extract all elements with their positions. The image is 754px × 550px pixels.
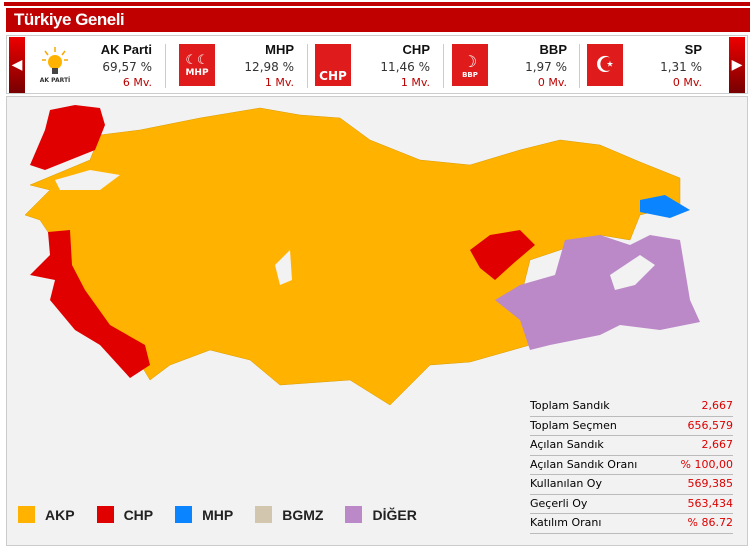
legend-swatch (345, 506, 363, 523)
bbp-logo: ☽ BBP (452, 44, 488, 86)
stat-value: 656,579 (687, 418, 734, 432)
prev-arrow-button[interactable]: ◀ (9, 37, 25, 93)
next-arrow-button[interactable]: ▶ (729, 37, 745, 93)
party-carousel: ◀ ▶ AK PARTİ AK Parti 69,57 % 6 Mv. ☾☾ MH… (6, 35, 748, 94)
stat-label: Açılan Sandık Oranı (530, 457, 638, 471)
legend-label: BGMZ (282, 506, 324, 523)
party-sp[interactable]: ☪ SP 1,31 % 0 Mv. (587, 42, 702, 89)
stats-row: Geçerli Oy 563,434 (530, 495, 734, 514)
stats-row: Toplam Sandık 2,667 (530, 397, 733, 417)
legend-item: MHP (175, 506, 233, 523)
sea-marmara (55, 170, 120, 190)
chevron-right-icon: ▶ (731, 57, 743, 73)
stat-label: Toplam Seçmen (530, 418, 617, 432)
stat-value: 2,667 (701, 399, 734, 412)
legend-item: BGMZ (255, 506, 323, 523)
province-mhp[interactable] (640, 195, 690, 218)
stat-value: % 86.72 (687, 516, 733, 529)
stat-label: Toplam Sandık (530, 399, 610, 412)
party-akp[interactable]: AK PARTİ AK Parti 69,57 % 6 Mv. (37, 42, 152, 89)
legend-label: MHP (202, 506, 234, 523)
lake-van (610, 255, 655, 290)
divider (443, 44, 444, 88)
stats-row: Katılım Oranı % 86.72 (530, 514, 733, 534)
province-chp-east[interactable] (470, 230, 535, 280)
stats-row: Açılan Sandık Oranı % 100,00 (530, 456, 733, 475)
stats-row: Açılan Sandık 2,667 (530, 436, 733, 456)
chp-logo: CHP (315, 44, 351, 86)
divider (165, 44, 166, 88)
legend-swatch (96, 506, 114, 523)
page-title: Türkiye Geneli (6, 8, 750, 32)
party-mhp[interactable]: ☾☾ MHP MHP 12,98 % 1 Mv. (179, 42, 294, 89)
legend-label: AKP (45, 506, 75, 523)
legend-label: CHP (123, 506, 154, 523)
legend-swatch (175, 506, 193, 523)
lake-tuz (275, 250, 292, 285)
sp-crescent-logo: ☪ (587, 44, 623, 86)
stat-label: Kullanılan Oy (530, 477, 602, 490)
stat-value: 563,434 (687, 496, 734, 510)
stat-label: Açılan Sandık (530, 438, 604, 451)
stat-value: 2,667 (701, 438, 734, 451)
legend-item: DİĞER (345, 506, 417, 523)
mhp-logo: ☾☾ MHP (179, 44, 215, 86)
party-bbp[interactable]: ☽ BBP BBP 1,97 % 0 Mv. (452, 42, 567, 89)
stats-table: Toplam Sandık 2,667 Toplam Seçmen 656,579 Aç… (530, 397, 733, 534)
stats-row: Toplam Seçmen 656,579 (530, 417, 734, 436)
chevron-left-icon: ◀ (11, 57, 23, 73)
stat-value: % 100,00 (680, 457, 733, 471)
legend-swatch (18, 506, 35, 523)
divider (579, 44, 580, 88)
stats-row: Kullanılan Oy 569,385 (530, 475, 733, 495)
stat-label: Geçerli Oy (530, 496, 588, 510)
akp-bulb-logo: AK PARTİ (37, 44, 73, 86)
province-chp-thrace[interactable] (30, 105, 105, 170)
province-chp-west[interactable] (30, 230, 150, 378)
map-legend: AKP CHP MHP BGMZ DİĞER (18, 506, 439, 523)
stat-value: 569,385 (687, 477, 734, 490)
legend-label: DİĞER (372, 506, 417, 523)
legend-swatch (255, 506, 273, 523)
divider (307, 44, 308, 88)
top-bar (4, 2, 750, 6)
legend-item: CHP (96, 506, 154, 523)
party-chp[interactable]: CHP CHP 11,46 % 1 Mv. (315, 42, 430, 89)
legend-item: AKP (18, 506, 75, 523)
stat-label: Katılım Oranı (530, 516, 602, 529)
